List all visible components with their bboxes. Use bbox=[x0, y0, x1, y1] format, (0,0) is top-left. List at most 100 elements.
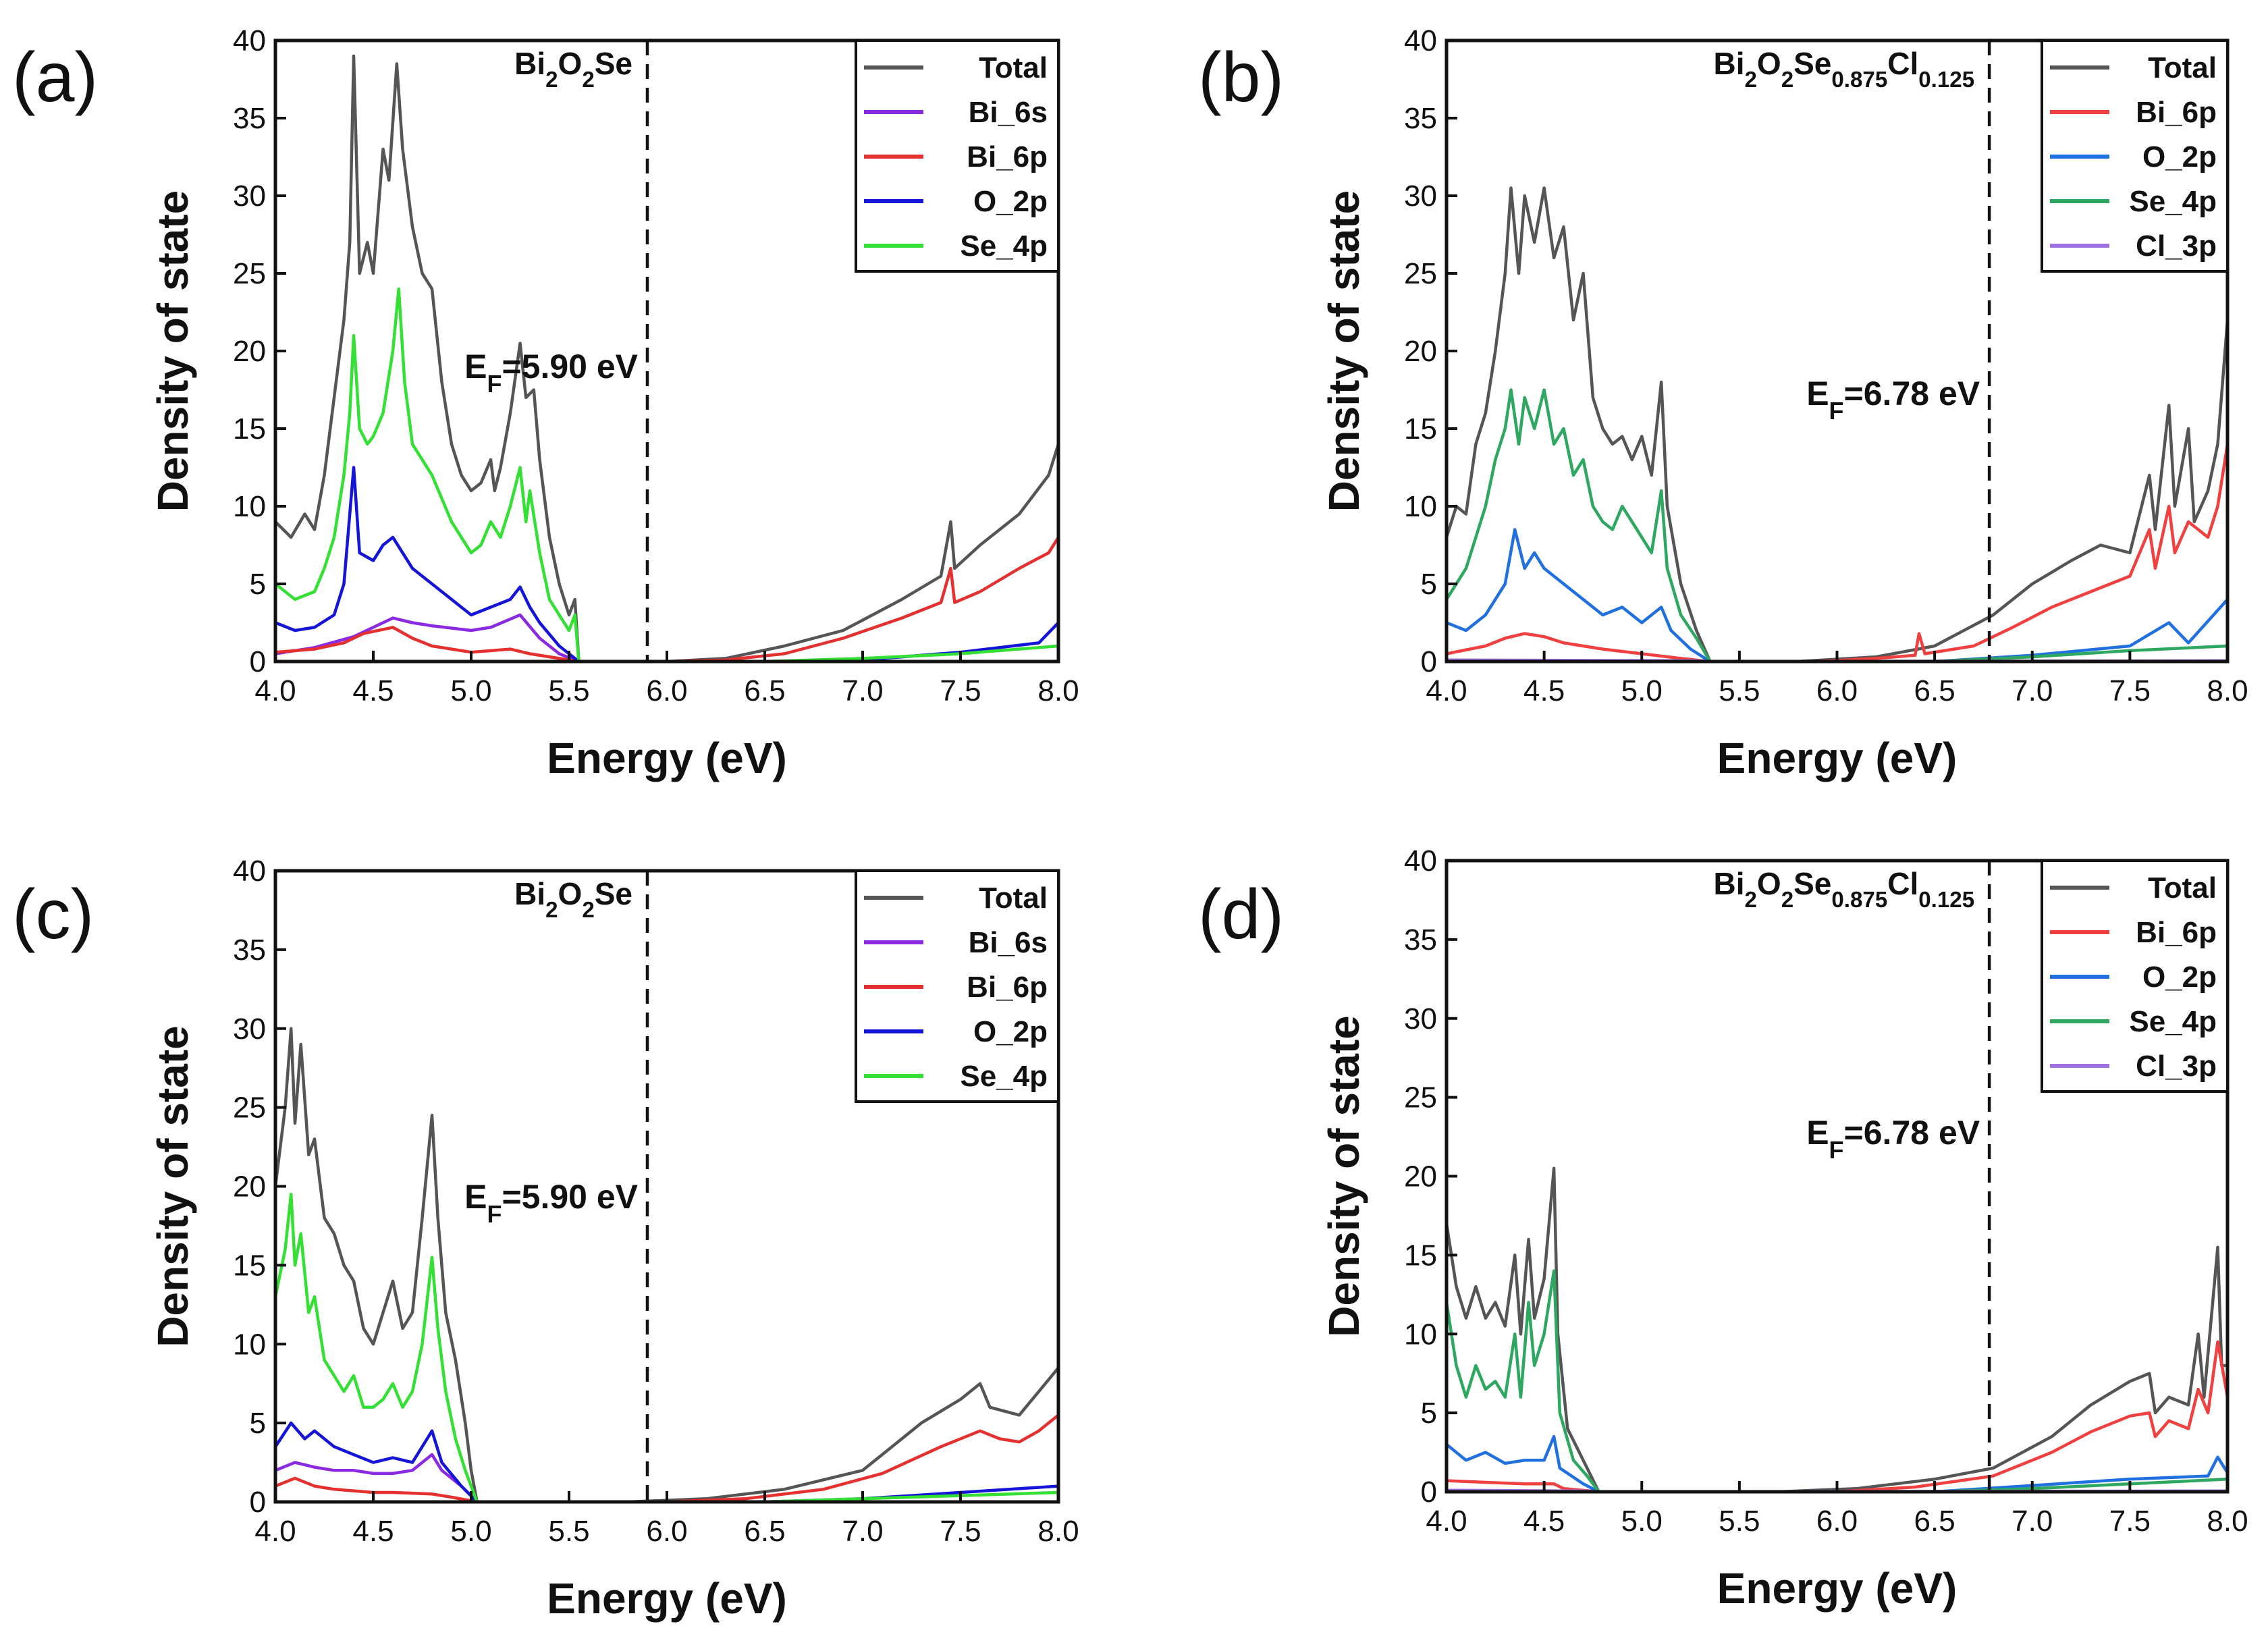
fermi-level-label-part: =5.90 eV bbox=[502, 1178, 638, 1216]
series-line-total bbox=[1447, 1166, 2228, 1492]
y-tick-label: 0 bbox=[1421, 645, 1437, 678]
series-line-total bbox=[275, 1027, 1058, 1502]
series-group bbox=[275, 1027, 1058, 1502]
x-tick-label: 6.5 bbox=[744, 1515, 785, 1548]
y-axis-label: Density of state bbox=[1320, 1015, 1368, 1337]
y-tick-label: 15 bbox=[1404, 1239, 1437, 1272]
legend-label: O_2p bbox=[2142, 961, 2217, 994]
panel-label: (b) bbox=[1198, 38, 1284, 117]
series-line-bi-6p bbox=[275, 1413, 1058, 1502]
y-tick-label: 10 bbox=[1404, 490, 1437, 523]
legend-label: Bi_6p bbox=[2136, 916, 2217, 949]
compound-label-part: 0.875 bbox=[1831, 68, 1887, 92]
x-tick-label: 5.5 bbox=[548, 1515, 589, 1548]
x-axis-label: Energy (eV) bbox=[1717, 734, 1958, 782]
compound-label-part: Bi bbox=[514, 876, 545, 911]
legend-label: Bi_6p bbox=[967, 971, 1048, 1004]
fermi-level-label-part: =6.78 eV bbox=[1844, 1114, 1980, 1152]
legend-label: Total bbox=[979, 51, 1048, 84]
x-tick-label: 5.0 bbox=[450, 674, 491, 707]
x-tick-label: 4.0 bbox=[254, 674, 296, 707]
compound-label-part: Cl bbox=[1887, 866, 1918, 901]
series-line-bi-6p bbox=[1447, 1340, 2228, 1492]
y-tick-label: 5 bbox=[250, 1407, 266, 1440]
y-tick-label: 15 bbox=[233, 1249, 266, 1282]
compound-label-part: 2 bbox=[545, 68, 558, 92]
y-tick-label: 20 bbox=[1404, 335, 1437, 368]
y-tick-label: 30 bbox=[233, 180, 266, 213]
legend: Total Bi_6p O_2p Se_4p Cl_3p bbox=[2041, 859, 2229, 1093]
x-tick-label: 4.5 bbox=[1523, 1505, 1565, 1538]
x-tick-label: 5.0 bbox=[450, 1515, 491, 1548]
legend-label: Total bbox=[979, 882, 1048, 915]
series-line-se-4p bbox=[275, 287, 1058, 662]
y-tick-label: 5 bbox=[250, 568, 266, 601]
y-tick-label: 30 bbox=[1404, 180, 1437, 213]
y-tick-label: 40 bbox=[1404, 24, 1437, 57]
fermi-level-label: EF=6.78 eV bbox=[1806, 375, 1980, 425]
x-tick-label: 6.0 bbox=[1816, 674, 1858, 707]
y-axis-label: Density of state bbox=[148, 190, 197, 512]
compound-label-part: 2 bbox=[582, 68, 594, 92]
y-tick-label: 30 bbox=[233, 1013, 266, 1046]
legend-label: Se_4p bbox=[960, 230, 1048, 263]
fermi-level-label: EF=5.90 eV bbox=[464, 1178, 639, 1228]
x-axis-label: Energy (eV) bbox=[547, 1574, 787, 1623]
compound-label-part: O bbox=[1757, 46, 1781, 81]
x-tick-label: 7.0 bbox=[842, 1515, 883, 1548]
panel-label: (d) bbox=[1198, 875, 1284, 954]
legend: Total Bi_6p O_2p Se_4p Cl_3p bbox=[2041, 39, 2229, 273]
x-tick-label: 6.0 bbox=[646, 1515, 687, 1548]
fermi-level-label: EF=6.78 eV bbox=[1806, 1114, 1980, 1164]
fermi-level-label-part: F bbox=[1829, 397, 1844, 425]
x-tick-label: 5.5 bbox=[1719, 1505, 1760, 1538]
panel-label: (c) bbox=[12, 875, 94, 954]
legend-label: Se_4p bbox=[2129, 185, 2217, 218]
x-axis-label: Energy (eV) bbox=[547, 734, 787, 782]
x-tick-label: 6.0 bbox=[646, 674, 687, 707]
legend-label: Bi_6s bbox=[969, 926, 1048, 959]
x-tick-label: 8.0 bbox=[1037, 674, 1079, 707]
y-tick-label: 0 bbox=[250, 1486, 266, 1519]
compound-label: Bi2O2Se bbox=[514, 46, 632, 92]
compound-label-part: Cl bbox=[1887, 46, 1918, 81]
compound-label-part: Se bbox=[595, 46, 632, 81]
fermi-level-label-part: F bbox=[487, 370, 502, 398]
x-tick-label: 7.5 bbox=[2109, 674, 2151, 707]
y-tick-label: 0 bbox=[1421, 1476, 1437, 1509]
x-tick-label: 5.0 bbox=[1621, 674, 1663, 707]
x-tick-label: 4.5 bbox=[1523, 674, 1565, 707]
y-axis-label: Density of state bbox=[1320, 190, 1368, 512]
compound-label-part: 2 bbox=[1745, 68, 1757, 92]
fermi-level-label-part: F bbox=[1829, 1136, 1844, 1164]
compound-label-part: O bbox=[558, 876, 583, 911]
compound-label-part: 2 bbox=[1781, 68, 1793, 92]
y-tick-label: 20 bbox=[233, 1170, 266, 1204]
compound-label-part: 0.125 bbox=[1918, 888, 1974, 913]
x-tick-label: 7.5 bbox=[2109, 1505, 2151, 1538]
legend-label: Total bbox=[2148, 871, 2217, 905]
x-tick-label: 7.0 bbox=[2012, 674, 2053, 707]
fermi-level-label-part: E bbox=[1806, 1114, 1829, 1152]
compound-label: Bi2O2Se0.875Cl0.125 bbox=[1714, 46, 1975, 92]
y-tick-label: 0 bbox=[250, 645, 266, 678]
legend-label: O_2p bbox=[973, 185, 1048, 218]
compound-label-part: O bbox=[1757, 866, 1781, 901]
x-tick-label: 7.0 bbox=[842, 674, 883, 707]
y-tick-label: 40 bbox=[1404, 844, 1437, 878]
series-line-se-4p bbox=[1447, 1269, 2228, 1492]
x-tick-label: 4.5 bbox=[352, 674, 394, 707]
y-tick-label: 20 bbox=[1404, 1160, 1437, 1193]
compound-label-part: 0.875 bbox=[1831, 888, 1887, 913]
x-tick-label: 6.0 bbox=[1816, 1505, 1858, 1538]
fermi-level-label-part: =5.90 eV bbox=[502, 348, 638, 385]
x-tick-label: 7.5 bbox=[940, 1515, 981, 1548]
y-tick-label: 25 bbox=[233, 1091, 266, 1125]
series-line-total bbox=[275, 54, 1058, 662]
compound-label-part: Se bbox=[1793, 46, 1831, 81]
series-line-bi-6p bbox=[1447, 443, 2228, 662]
